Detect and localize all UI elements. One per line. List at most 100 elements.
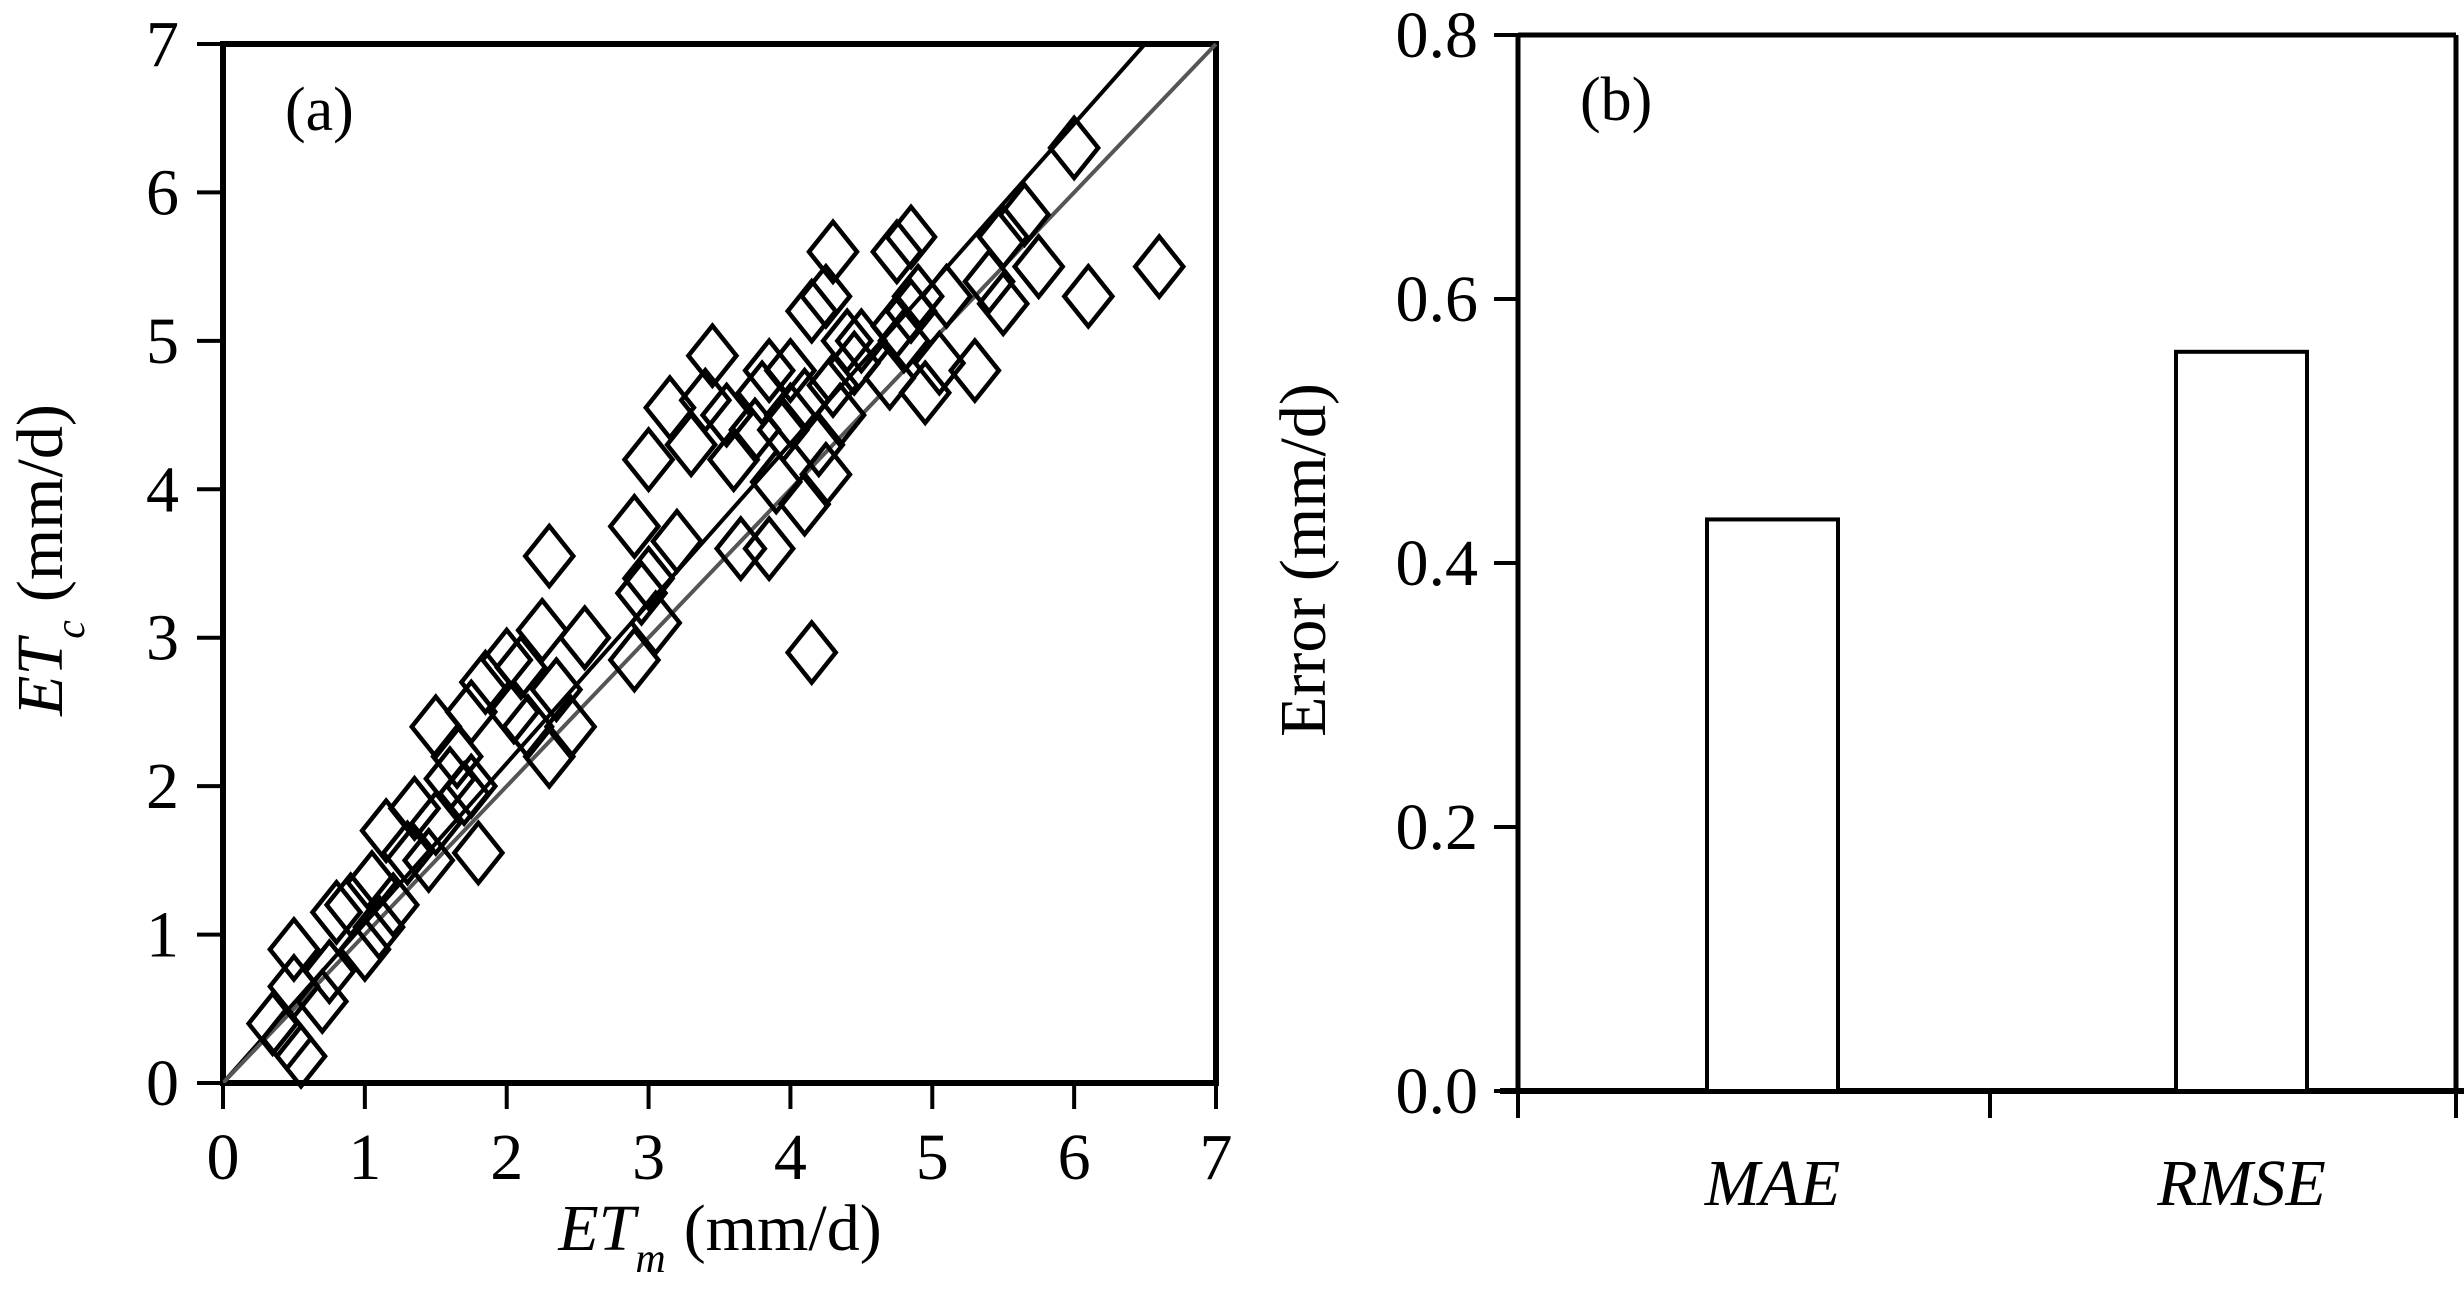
data-point [685, 322, 740, 390]
data-point [522, 722, 577, 791]
x-tick-label: 3 [632, 1121, 665, 1194]
bar-rmse [2174, 349, 2309, 1093]
category-label: RMSE [2156, 1147, 2326, 1220]
data-point [380, 819, 435, 887]
panel-b-y-ticks: 0.0 0.2 0.4 0.6 0.8 [1396, 0, 1518, 1128]
data-point [799, 440, 853, 509]
x-title-unit: (mm/d) [684, 1192, 882, 1265]
data-point [898, 359, 953, 427]
y-tick-label: 5 [146, 305, 179, 378]
x-tick-label: 7 [1200, 1121, 1233, 1194]
data-point [1047, 114, 1102, 182]
y-tick-label: 0 [146, 1047, 179, 1120]
data-point [650, 507, 704, 575]
data-point [309, 878, 364, 946]
y-tick-label: 0.0 [1396, 1055, 1479, 1128]
data-point [345, 849, 399, 917]
data-point [614, 559, 669, 627]
data-point [884, 203, 938, 271]
data-point [919, 262, 974, 330]
panel-a-points [245, 114, 1187, 1090]
data-point [742, 515, 797, 583]
data-point [869, 218, 924, 286]
data-point [621, 544, 676, 612]
data-point [337, 915, 392, 984]
data-point [366, 871, 421, 939]
y-tick-label: 3 [146, 602, 179, 675]
data-point [813, 381, 867, 449]
x-tick-label: 4 [774, 1121, 807, 1194]
panel-a-y-axis-title: ETc (mm/d) [4, 404, 94, 717]
data-point [515, 596, 570, 664]
data-point [494, 633, 548, 702]
data-point [1132, 233, 1187, 301]
data-point [408, 789, 463, 857]
data-point [451, 819, 506, 887]
y-tick-label: 7 [146, 8, 179, 81]
x-tick-label: 6 [1058, 1121, 1091, 1194]
data-point [557, 604, 612, 672]
data-point [699, 381, 754, 449]
data-point [912, 329, 967, 397]
data-point [607, 492, 662, 560]
data-point [784, 277, 839, 345]
x-tick-label: 0 [207, 1121, 240, 1194]
x-tick-label: 1 [348, 1121, 381, 1194]
data-point [401, 826, 456, 894]
data-point [706, 425, 761, 494]
data-point [522, 522, 577, 590]
panel-a-frame [220, 41, 1219, 1086]
panel-b-y-axis-title: Error (mm/d) [1267, 383, 1340, 737]
data-point [869, 292, 924, 360]
data-point [621, 425, 676, 494]
data-point [543, 693, 598, 761]
data-point [820, 307, 875, 375]
data-point [628, 589, 683, 657]
panel-b-bar: 0.0 0.2 0.4 0.6 0.8 MAE RMSE (b) Error (mm/d) [1267, 0, 2464, 1220]
y-title-unit: (mm/d) [4, 404, 77, 602]
data-point [791, 411, 846, 479]
data-point [756, 396, 811, 464]
data-point [784, 618, 839, 687]
data-point [763, 336, 818, 405]
data-point [749, 448, 804, 516]
bar-mae [1705, 517, 1840, 1093]
x-title-main: ET [557, 1192, 639, 1265]
data-point [444, 752, 499, 820]
data-point [430, 722, 484, 791]
data-point [962, 247, 1016, 316]
y-tick-label: 0.2 [1396, 791, 1479, 864]
data-point [1061, 262, 1116, 330]
data-point [713, 515, 768, 583]
y-tick-label: 4 [146, 453, 179, 526]
y-title-sub: c [48, 620, 94, 639]
panel-b-tag: (b) [1580, 66, 1652, 134]
panel-a-y-ticks: 0 1 2 3 4 5 6 7 [146, 8, 223, 1120]
data-point [777, 470, 832, 538]
data-point [1011, 233, 1066, 301]
data-point [529, 656, 584, 724]
data-point [806, 351, 860, 419]
data-point [947, 336, 1002, 405]
panel-a-x-ticks: 0 1 2 3 4 5 6 7 [207, 1083, 1233, 1194]
category-label: MAE [1704, 1147, 1841, 1220]
data-point [806, 218, 860, 286]
panel-b-category-labels: MAE RMSE [1704, 1147, 2326, 1220]
y-tick-label: 0.8 [1396, 0, 1479, 72]
x-tick-label: 5 [916, 1121, 949, 1194]
data-point [763, 381, 818, 449]
y-tick-label: 2 [146, 750, 179, 823]
data-point [799, 262, 853, 330]
y-title-main: ET [4, 635, 77, 717]
y-tick-label: 6 [146, 156, 179, 229]
y-tick-label: 1 [146, 899, 179, 972]
y-tick-label: 0.4 [1396, 527, 1479, 600]
data-point [976, 203, 1031, 271]
data-point [352, 893, 406, 961]
data-point [664, 411, 719, 479]
data-point [302, 938, 357, 1006]
panel-a-x-axis-title: ETm (mm/d) [557, 1192, 881, 1282]
panel-b-bars [1705, 349, 2309, 1093]
